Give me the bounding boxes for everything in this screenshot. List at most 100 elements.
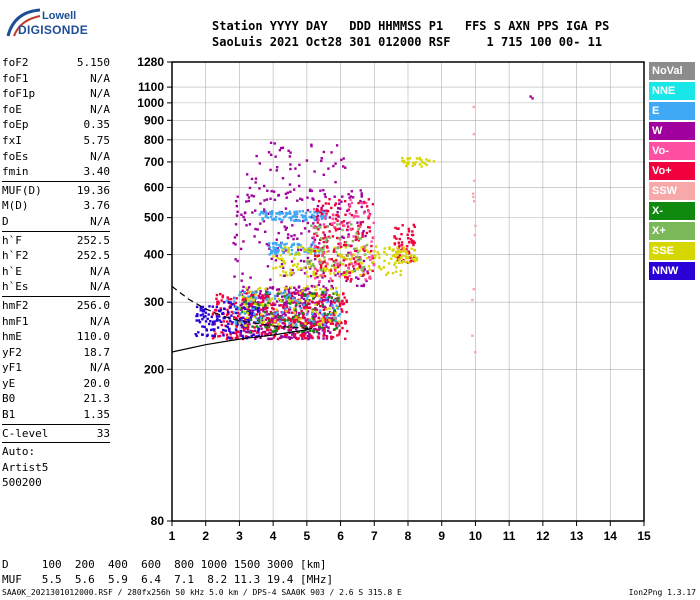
echo-point: [277, 327, 280, 331]
echo-point: [249, 316, 252, 319]
echo-point: [307, 337, 310, 341]
echo-point: [242, 325, 246, 329]
echo-point: [291, 311, 294, 314]
echo-point: [402, 246, 406, 249]
echo-point: [334, 180, 337, 184]
echo-point: [239, 291, 242, 294]
scaling-line-3: 500200: [2, 476, 42, 490]
echo-point: [269, 310, 273, 314]
echo-point: [297, 242, 300, 246]
echo-point: [305, 285, 309, 288]
echo-point: [280, 262, 284, 266]
echo-point: [269, 153, 273, 157]
param-row: fxI 5.75: [2, 133, 110, 149]
echo-point: [261, 212, 265, 215]
param-name: h`F2: [2, 249, 29, 263]
echo-point: [368, 268, 371, 271]
echo-point: [290, 273, 293, 277]
echo-point: [333, 328, 337, 331]
echo-point: [201, 305, 205, 309]
echo-point: [300, 198, 304, 201]
echo-point: [349, 261, 352, 265]
echo-point: [338, 275, 341, 278]
echo-point: [325, 335, 329, 339]
echo-point: [370, 240, 373, 243]
echo-point: [312, 235, 316, 239]
echo-point: [333, 225, 336, 229]
echo-point: [301, 337, 304, 341]
echo-point: [241, 272, 244, 275]
echo-point: [229, 306, 232, 309]
echo-point: [283, 294, 286, 298]
echo-point: [280, 304, 283, 307]
echo-point: [401, 254, 404, 257]
param-name: foF2: [2, 56, 29, 69]
echo-point: [323, 305, 327, 309]
echo-point: [352, 216, 356, 219]
echo-point: [355, 276, 358, 279]
echo-point: [301, 312, 305, 315]
echo-point: [276, 318, 279, 322]
echo-point: [374, 245, 378, 248]
echo-point: [225, 299, 229, 302]
param-group-2: MUF(D) 19.36 M(D) 3.76 D N/A: [2, 183, 110, 230]
echo-point: [223, 301, 226, 304]
param-name: h`Es: [2, 280, 29, 294]
echo-point: [332, 272, 336, 275]
echo-point: [282, 260, 285, 263]
echo-point: [275, 238, 278, 241]
echo-point: [302, 294, 305, 297]
echo-point: [217, 335, 220, 338]
echo-point: [282, 216, 286, 219]
echo-point: [229, 337, 232, 340]
echo-point: [294, 215, 298, 219]
scaling-line-2: Artist5: [2, 460, 49, 474]
echo-point: [332, 307, 335, 310]
echo-point: [360, 262, 364, 265]
echo-point: [288, 311, 291, 314]
echo-point: [240, 308, 243, 312]
echo-point: [256, 309, 260, 312]
echo-point: [332, 319, 335, 322]
echo-point: [215, 297, 218, 300]
echo-point: [194, 333, 197, 336]
echo-point: [291, 264, 295, 267]
echo-point: [394, 255, 397, 259]
echo-point: [359, 256, 362, 259]
echo-point: [257, 326, 260, 330]
echo-point: [247, 305, 250, 309]
echo-point: [370, 255, 374, 258]
echo-point: [287, 318, 291, 322]
echo-point: [372, 263, 376, 267]
echo-point: [357, 224, 360, 228]
echo-point: [289, 151, 292, 154]
echo-point: [323, 256, 326, 259]
echo-point: [250, 177, 254, 181]
echo-point: [247, 299, 251, 302]
echo-point: [347, 244, 350, 247]
echo-point: [272, 190, 276, 193]
echo-point: [261, 217, 264, 220]
echo-point: [312, 294, 316, 298]
echo-point: [284, 271, 287, 274]
echo-point: [316, 269, 319, 272]
echo-point: [387, 262, 391, 265]
echo-point: [233, 236, 237, 239]
echo-point: [336, 211, 339, 214]
echo-point: [410, 239, 414, 242]
echo-point: [279, 254, 282, 257]
echo-point: [323, 233, 327, 237]
echo-point: [360, 195, 363, 198]
echo-point: [309, 245, 313, 248]
echo-point: [397, 241, 400, 244]
y-tick-label: 300: [144, 295, 164, 309]
echo-point: [345, 279, 348, 283]
echo-point: [222, 320, 225, 323]
echo-point: [295, 324, 299, 327]
echo-point: [336, 236, 339, 240]
echo-point: [313, 232, 316, 236]
echo-point: [363, 268, 367, 271]
echo-point: [278, 213, 281, 216]
echo-point: [232, 300, 236, 303]
echo-point: [285, 295, 288, 299]
